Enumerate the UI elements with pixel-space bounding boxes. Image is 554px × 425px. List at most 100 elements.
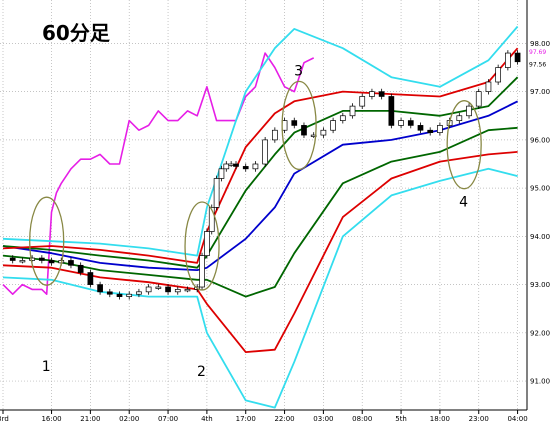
candle-body [427, 129, 434, 133]
y-tick-label: 96.00 [530, 136, 550, 144]
candle-body [208, 207, 215, 232]
annotation-circle [29, 196, 65, 286]
annotation-circle [281, 80, 317, 171]
candle-body [505, 52, 511, 68]
candle-body [514, 52, 521, 63]
candle-body [48, 260, 55, 264]
candle-body [213, 178, 220, 208]
candle-body [97, 284, 103, 293]
annotation-label: 4 [459, 195, 468, 211]
candle-body [388, 96, 395, 126]
candle-body [398, 120, 404, 126]
y-tick-label: 95.00 [530, 185, 550, 193]
candle-body [242, 166, 249, 170]
price-candles [9, 50, 521, 300]
candle-body [378, 91, 385, 97]
candle-body [218, 168, 225, 179]
x-tick-label: 02:00 [119, 415, 139, 423]
candle-body [136, 291, 142, 295]
y-tick-label: 93.00 [530, 281, 550, 289]
band-lines [2, 25, 519, 409]
x-tick-label: 23:00 [469, 415, 489, 423]
candle-body [262, 139, 268, 165]
y-tick-label: 92.00 [530, 329, 550, 337]
x-axis-ticks: 3rd 16:00 21:00 02:00 07:00 4th 17:00 22:00 03:0… [0, 410, 528, 423]
y-tick-label: 94.00 [530, 233, 550, 241]
candle-body [437, 125, 443, 133]
candle-body [116, 293, 123, 297]
candle-body [495, 67, 502, 83]
annotation-circles [29, 80, 482, 291]
candle-body [223, 163, 230, 170]
candle-body [475, 91, 482, 107]
candle-body [291, 120, 298, 126]
candle-body [417, 125, 424, 131]
x-tick-label: 04:00 [507, 415, 527, 423]
candle-body [369, 91, 375, 97]
candle-body [184, 289, 191, 292]
annotation-label: 1 [42, 359, 51, 375]
x-tick-label: 03:00 [313, 415, 333, 423]
candle-body [199, 255, 205, 288]
annotation-label: 2 [197, 364, 206, 380]
candle-body [271, 129, 278, 141]
candle-body [485, 81, 492, 92]
series-line-lagging [2, 52, 315, 296]
x-tick-label: 4th [201, 415, 213, 423]
current-price-label: 97.69 [529, 49, 546, 56]
candle-body [456, 115, 463, 121]
y-tick-label: 98.00 [530, 40, 550, 48]
y-tick-label: 97.00 [530, 88, 550, 96]
x-tick-label: 17:00 [236, 415, 256, 423]
candle-body [228, 163, 235, 166]
series-line-upper2 [2, 47, 519, 264]
candle-body [126, 293, 133, 297]
x-tick-label: 07:00 [158, 415, 178, 423]
candle-body [77, 264, 84, 273]
candle-body [330, 120, 336, 131]
candle-body [204, 231, 210, 256]
candle-body [145, 286, 152, 293]
x-tick-label: 18:00 [430, 415, 450, 423]
candle-body [155, 286, 162, 289]
candle-body [68, 260, 74, 266]
candle-body [252, 163, 259, 170]
series-line-upper3 [2, 25, 519, 257]
candle-body [38, 257, 45, 261]
annotation-labels: 1 2 3 4 [42, 63, 468, 380]
candle-body [165, 286, 171, 293]
series-line-lower2 [2, 151, 518, 354]
x-tick-label: 22:00 [274, 415, 294, 423]
chart-title: 60分足 [42, 21, 111, 45]
candle-body [359, 96, 366, 107]
series-line-lower1 [2, 126, 518, 298]
y-tick-label: 91.00 [530, 378, 550, 386]
x-tick-label: 08:00 [352, 415, 372, 423]
candle-body [320, 129, 327, 136]
candle-body [19, 260, 26, 263]
candle-body [339, 115, 346, 121]
candle-body [106, 291, 113, 295]
y-axis-ticks: 98.00 97.00 96.00 95.00 94.00 93.00 92.00 91.00 [530, 40, 550, 386]
candle-body [87, 272, 94, 285]
x-tick-label: 16:00 [41, 415, 61, 423]
current-price-label: 97.56 [529, 62, 546, 69]
candle-body [349, 105, 356, 117]
candle-body [466, 105, 472, 117]
current-price-labels: 97.69 97.56 [529, 49, 546, 69]
annotation-label: 3 [294, 63, 303, 79]
series-line-upper1 [2, 76, 519, 269]
x-tick-label: 5th [395, 415, 407, 423]
candle-body [407, 120, 414, 126]
x-tick-label: 3rd [0, 415, 9, 423]
annotation-circle [446, 100, 482, 190]
candle-body [233, 163, 239, 167]
candle-body [9, 257, 16, 261]
candle-body [301, 125, 307, 136]
annotation-circle [184, 201, 220, 291]
x-tick-label: 21:00 [80, 415, 100, 423]
candle-body [174, 289, 181, 293]
candle-body [29, 257, 35, 261]
